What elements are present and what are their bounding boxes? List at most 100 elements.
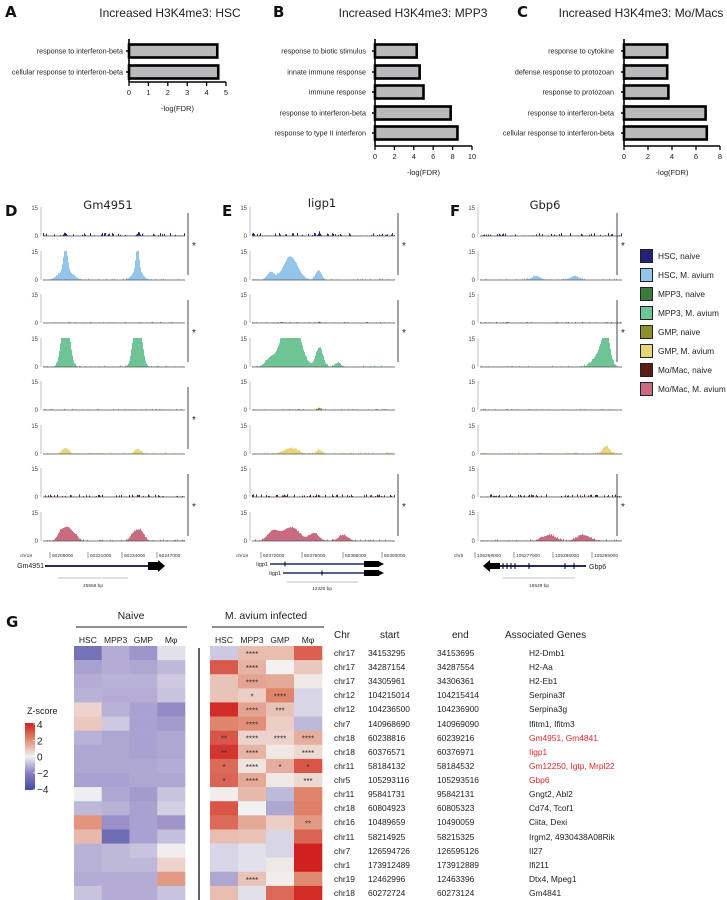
y-tick-label: 0 [35, 365, 39, 371]
legend-item: Mo/Mac, M. avium [640, 382, 726, 396]
heatmap-cell [238, 744, 267, 760]
coverage-area [43, 251, 185, 280]
scale-bar-label: 25558 bp [83, 583, 103, 589]
significance-star: * [192, 415, 196, 426]
table-cell-chr: chr7 [334, 718, 351, 729]
significance-stars: ** [221, 749, 227, 758]
x-tick-label: 2 [166, 88, 170, 97]
y-tick-label: 15 [240, 206, 247, 212]
coord-tick-label: 60393000 [384, 553, 406, 559]
significance-stars: **** [302, 749, 314, 758]
table-cell-genes: H2-Dmb1 [529, 648, 565, 658]
heatmap-cell [238, 674, 267, 689]
legend-swatch [640, 382, 653, 396]
heatmap-cell [74, 660, 103, 675]
x-tick-label: 4 [205, 88, 209, 97]
y-tick-label: 15 [240, 511, 247, 517]
x-axis-label: -log(FDR) [407, 168, 440, 177]
legend-swatch [640, 249, 653, 263]
table-cell-chr: chr7 [334, 845, 351, 856]
heatmap-cell [266, 857, 295, 873]
heatmap-cell [294, 702, 323, 717]
x-tick-label: 0 [373, 152, 377, 161]
y-tick-label: 15 [240, 380, 247, 386]
heatmap-cell [266, 660, 295, 675]
significance-stars: **** [246, 735, 258, 744]
heatmap-cell [238, 730, 267, 746]
significance-stars: * [278, 763, 281, 772]
heatmap-infected: ************* ******** ********* **** **** **… [210, 626, 324, 900]
chromosome-label: chr18 [20, 553, 32, 559]
heatmap-cell [238, 885, 267, 900]
heatmap-cell [294, 674, 323, 689]
significance-stars: **** [246, 749, 258, 758]
table-cell-end: 12463396 [437, 873, 475, 884]
x-tick-label: 8 [451, 152, 455, 161]
heatmap-cell [294, 787, 323, 802]
table-cell-start: 126594726 [368, 845, 410, 856]
table-cell-end: 105293516 [437, 775, 479, 786]
heatmap-cell [129, 674, 158, 689]
y-tick-label: 15 [31, 293, 38, 299]
y-tick-label: 0 [244, 408, 248, 414]
heatmap-cell [129, 815, 158, 830]
group-header-naive: Naive [117, 610, 145, 622]
x-tick-label: 1 [146, 88, 150, 97]
significance-star: * [621, 241, 625, 252]
y-tick-label: 0 [244, 495, 248, 501]
exon [364, 561, 379, 567]
track-gmp-naive: 15 0 [31, 380, 185, 414]
significance-stars: * [222, 763, 225, 772]
heatmap-cell [129, 716, 158, 731]
table-cell-start: 140968690 [368, 718, 410, 729]
heatmap-cell [129, 730, 158, 746]
track-hsc-naive: 15 0 [468, 206, 622, 240]
colorbar-tick-label: 2 [37, 736, 43, 747]
heatmap-cell [294, 688, 323, 703]
heatmap-cell [157, 787, 186, 802]
heatmap-cell [238, 773, 267, 788]
table-cell-start: 105293116 [368, 775, 410, 786]
legend-item: MPP3, M. avium [640, 306, 719, 320]
track-mo-mac-naive: 15 0 [240, 467, 395, 501]
heatmap-cell [157, 815, 186, 830]
coord-tick-label: 105277000 [516, 553, 540, 559]
table-cell-chr: chr18 [334, 746, 355, 757]
bar [622, 125, 709, 141]
y-tick-label: 15 [240, 424, 247, 430]
panel-label-g: G [6, 613, 19, 631]
category-label: innate immune response [287, 68, 366, 77]
bar [127, 43, 219, 59]
heatmap-cell [129, 787, 158, 802]
y-tick-label: 0 [35, 452, 39, 458]
table-cell-end: 60805323 [437, 803, 475, 814]
table-header-end: end [452, 630, 469, 641]
bar [373, 43, 419, 59]
table-cell-start: 34287154 [368, 662, 406, 673]
table-cell-start: 104236500 [368, 704, 410, 715]
category-label: cellular response to interferon-beta [12, 68, 123, 77]
y-tick-label: 15 [31, 511, 38, 517]
legend-swatch [640, 363, 653, 377]
track-hsc-m-avium: 15 0 [468, 250, 622, 284]
x-tick-label: 5 [224, 88, 228, 97]
chart-title-a: Increased H3K4me3: HSC [99, 6, 241, 20]
chart-title-b: Increased H3K4me3: MPP3 [338, 6, 488, 20]
y-tick-label: 15 [240, 337, 247, 343]
y-tick-label: 0 [244, 321, 248, 327]
table-cell-chr: chr18 [334, 732, 355, 743]
coverage-area [252, 231, 395, 236]
heatmap-cell [210, 773, 239, 788]
heatmap-cell [101, 674, 130, 689]
coord-tick-label: 60386000 [345, 553, 367, 559]
heatmap-cell [129, 773, 158, 788]
heatmap-cell [74, 744, 103, 760]
table-cell-chr: chr11 [334, 831, 355, 842]
chromosome-label: chr18 [236, 553, 248, 559]
table-cell-start: 58214925 [368, 831, 406, 842]
bar [127, 64, 220, 80]
exon [364, 570, 379, 576]
coverage-area [252, 494, 395, 497]
coverage-area [480, 494, 622, 497]
legend-swatch [640, 268, 653, 282]
